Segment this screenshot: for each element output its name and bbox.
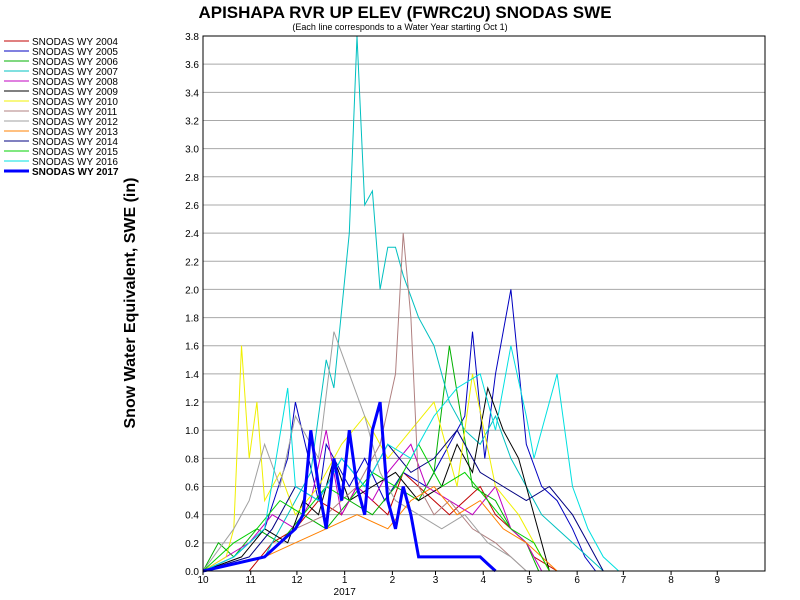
series-line-8 [202, 233, 527, 572]
x-tick-label: 12 [291, 575, 303, 586]
y-tick-label: 0.0 [185, 567, 199, 578]
y-tick-label: 2.2 [185, 257, 199, 268]
y-tick-label: 0.6 [185, 483, 199, 494]
y-tick-label: 2.6 [185, 201, 199, 212]
y-tick-label: 1.8 [185, 314, 199, 325]
series-line-6 [202, 386, 550, 572]
series-line-3 [202, 345, 540, 572]
legend-label: SNODAS WY 2004 [32, 37, 118, 48]
legend-label: SNODAS WY 2012 [32, 117, 118, 128]
x-tick-label: 2 [390, 575, 396, 586]
series-line-5 [202, 430, 543, 572]
y-tick-label: 1.2 [185, 398, 199, 409]
y-axis-label: Snow Water Equivalent, SWE (in) [122, 178, 139, 429]
series-lines [202, 35, 620, 573]
y-tick-label: 0.8 [185, 454, 199, 465]
x-tick-label: 9 [714, 575, 720, 586]
legend-label: SNODAS WY 2011 [32, 107, 118, 118]
series-line-2 [202, 289, 596, 572]
legend-label: SNODAS WY 2006 [32, 57, 118, 68]
chart-title: APISHAPA RVR UP ELEV (FWRC2U) SNODAS SWE [198, 3, 611, 22]
series-line-9 [202, 331, 527, 572]
y-tick-label: 3.0 [185, 145, 199, 156]
chart-subtitle: (Each line corresponds to a Water Year s… [292, 22, 507, 32]
y-tick-label: 1.4 [185, 370, 199, 381]
y-tick-label: 3.2 [185, 116, 199, 127]
series-line-14 [202, 401, 497, 573]
plot-frame [202, 35, 766, 572]
year-label: 2017 [334, 587, 357, 598]
x-tick-label: 5 [527, 575, 533, 586]
y-tick-label: 2.4 [185, 229, 199, 240]
x-tick-label: 7 [621, 575, 627, 586]
legend-label: SNODAS WY 2007 [32, 67, 118, 78]
axes: 0.0 0.2 0.4 0.6 0.8 1.0 1.2 1.4 1.6 1.8 2.0 2.2 2.4 2… [185, 32, 720, 598]
y-tick-label: 0.4 [185, 511, 199, 522]
series-line-11 [202, 429, 604, 572]
x-tick-label: 6 [574, 575, 580, 586]
y-tick-label: 3.4 [185, 88, 199, 99]
series-line-13 [202, 345, 620, 572]
y-tick-label: 1.0 [185, 426, 199, 437]
x-tick-label: 8 [668, 575, 674, 586]
series-line-4 [202, 35, 604, 572]
y-tick-label: 0.2 [185, 539, 199, 550]
legend-label: SNODAS WY 2009 [32, 87, 118, 98]
legend-label: SNODAS WY 2017 [32, 167, 119, 178]
gridlines [203, 35, 765, 544]
series-line-10 [202, 485, 558, 572]
y-tick-label: 1.6 [185, 342, 199, 353]
series-line-12 [202, 443, 550, 572]
series-line-7 [202, 345, 550, 572]
legend-label: SNODAS WY 2016 [32, 157, 118, 168]
y-tick-label: 2.0 [185, 285, 199, 296]
legend-label: SNODAS WY 2010 [32, 97, 118, 108]
legend-label: SNODAS WY 2008 [32, 77, 118, 88]
y-tick-label: 2.8 [185, 173, 199, 184]
y-tick-label: 3.8 [185, 32, 199, 43]
legend-label: SNODAS WY 2014 [32, 137, 118, 148]
legend-label: SNODAS WY 2015 [32, 147, 118, 158]
x-tick-label: 3 [433, 575, 439, 586]
x-tick-label: 1 [342, 575, 348, 586]
y-tick-label: 3.6 [185, 60, 199, 71]
x-tick-label: 4 [480, 575, 486, 586]
x-tick-label: 10 [197, 575, 209, 586]
x-tick-label: 11 [246, 575, 257, 586]
legend-label: SNODAS WY 2005 [32, 47, 118, 58]
legend-label: SNODAS WY 2013 [32, 127, 118, 138]
